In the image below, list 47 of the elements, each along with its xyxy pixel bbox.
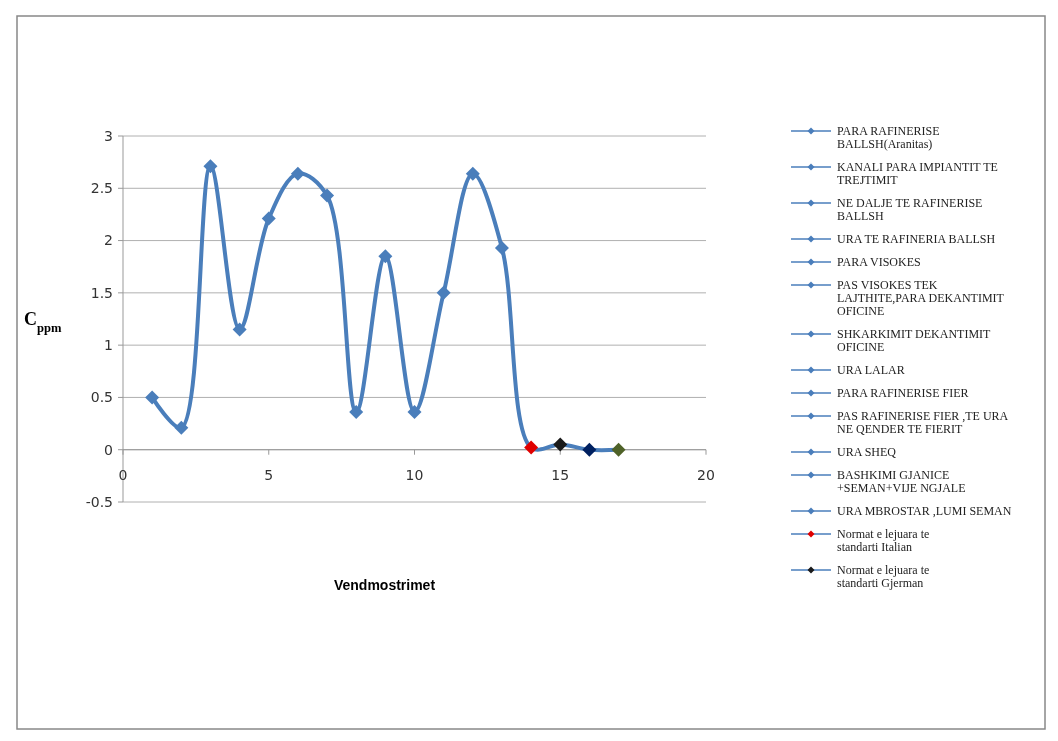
legend-label: URA SHEQ <box>837 445 897 459</box>
legend-label: PARA RAFINERISE BALLSH(Aranitas) <box>837 124 940 151</box>
y-tick-label: 0.5 <box>90 389 113 406</box>
point <box>261 211 276 226</box>
point <box>494 240 509 255</box>
legend-label: URA MBROSTAR ,LUMI SEMAN <box>837 504 1012 518</box>
point <box>582 442 597 457</box>
legend-label: PARA RAFINERISE FIER <box>837 386 969 400</box>
legend-label: URA TE RAFINERIA BALLSH <box>837 232 996 246</box>
point <box>290 166 305 181</box>
x-tick-label: 15 <box>551 466 570 483</box>
point <box>378 249 393 264</box>
x-tick-label: 10 <box>405 466 424 483</box>
legend-label: BASHKIMI GJANICE +SEMAN+VIJE NGJALE <box>837 468 966 495</box>
point <box>524 440 539 455</box>
legend-label: NE DALJE TE RAFINERISE BALLSH <box>837 196 983 223</box>
point <box>232 322 247 337</box>
x-tick-label: 20 <box>697 466 715 483</box>
legend-label: Normat e lejuara te standarti Italian <box>837 527 930 554</box>
point <box>349 405 364 420</box>
legend-label: PAS VISOKES TEK LAJTHITE,PARA DEKANTIMIT OFICINE <box>837 278 1005 318</box>
y-tick-label: 2.5 <box>90 180 113 197</box>
legend-label: URA LALAR <box>837 363 905 377</box>
point <box>611 442 626 457</box>
point <box>145 390 160 405</box>
legend-label: PARA VISOKES <box>837 255 921 269</box>
x-axis-title: Vendmostrimet <box>333 577 436 593</box>
y-tick-label: 1 <box>104 337 113 354</box>
y-tick-label: 3 <box>104 127 113 144</box>
point <box>320 188 335 203</box>
legend-label: Normat e lejuara te standarti Gjerman <box>837 563 930 590</box>
y-tick-label: 1.5 <box>90 284 113 301</box>
legend-label: KANALI PARA IMPIANTIT TE TREJTIMIT <box>837 160 998 187</box>
point <box>203 159 218 174</box>
y-tick-label: 0 <box>104 441 113 458</box>
point <box>174 420 189 435</box>
legend-label: PAS RAFINERISE FIER ,TE URA NE QENDER TE FIERIT <box>837 409 1009 436</box>
y-tick-label: 2 <box>104 232 113 249</box>
point <box>465 166 480 181</box>
x-tick-label: 0 <box>118 466 128 483</box>
legend-label: SHKARKIMIT DEKANTIMIT OFICINE <box>837 327 992 354</box>
point <box>436 285 451 300</box>
point <box>407 405 422 420</box>
y-axis-title: C$_{ppm}$ <box>24 309 63 335</box>
point <box>553 437 568 452</box>
y-tick-label: -0.5 <box>85 493 113 510</box>
x-tick-label: 5 <box>264 466 274 483</box>
